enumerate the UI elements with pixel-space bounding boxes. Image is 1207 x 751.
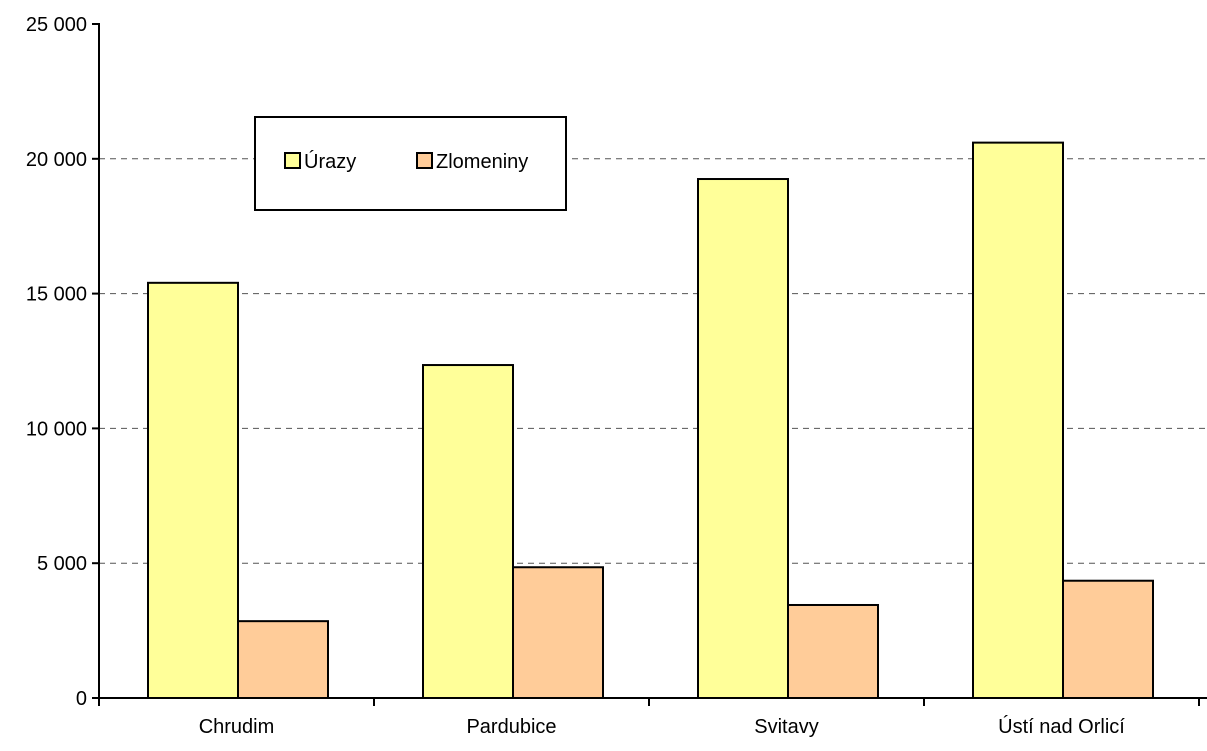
- y-tick-label: 10 000: [26, 418, 87, 440]
- bar-zlomeniny: [787, 603, 879, 699]
- bar-urazy: [147, 281, 239, 699]
- axes: [92, 23, 1207, 706]
- bar-urazy: [422, 364, 514, 699]
- y-axis-tick-labels: 0 5 000 10 000 15 000 20 000 25 000: [26, 14, 87, 710]
- legend-box: [254, 116, 567, 211]
- y-tick-label: 0: [76, 688, 87, 710]
- legend-swatch: [416, 152, 433, 169]
- y-tick-label: 20 000: [26, 149, 87, 171]
- legend-swatch: [284, 152, 301, 169]
- legend-label: Úrazy: [304, 150, 356, 173]
- bar-urazy: [697, 178, 789, 699]
- bar-urazy: [972, 141, 1064, 699]
- bar-zlomeniny: [237, 620, 329, 699]
- gridlines: [99, 158, 1207, 564]
- x-category-label: Ústí nad Orlicí: [998, 715, 1125, 738]
- legend: Úrazy Zlomeniny: [254, 116, 567, 211]
- x-axis-category-labels: Chrudim Pardubice Svitavy Ústí nad Orlicí: [199, 715, 1126, 738]
- y-tick-label: 15 000: [26, 284, 87, 306]
- x-category-label: Chrudim: [199, 716, 275, 738]
- y-tick-label: 5 000: [37, 553, 87, 575]
- bar-zlomeniny: [1062, 579, 1154, 699]
- bar-zlomeniny: [512, 566, 604, 700]
- x-category-label: Pardubice: [466, 716, 556, 738]
- x-category-label: Svitavy: [754, 716, 818, 738]
- y-tick-label: 25 000: [26, 14, 87, 36]
- legend-label: Zlomeniny: [436, 151, 528, 173]
- bars: [147, 141, 1154, 700]
